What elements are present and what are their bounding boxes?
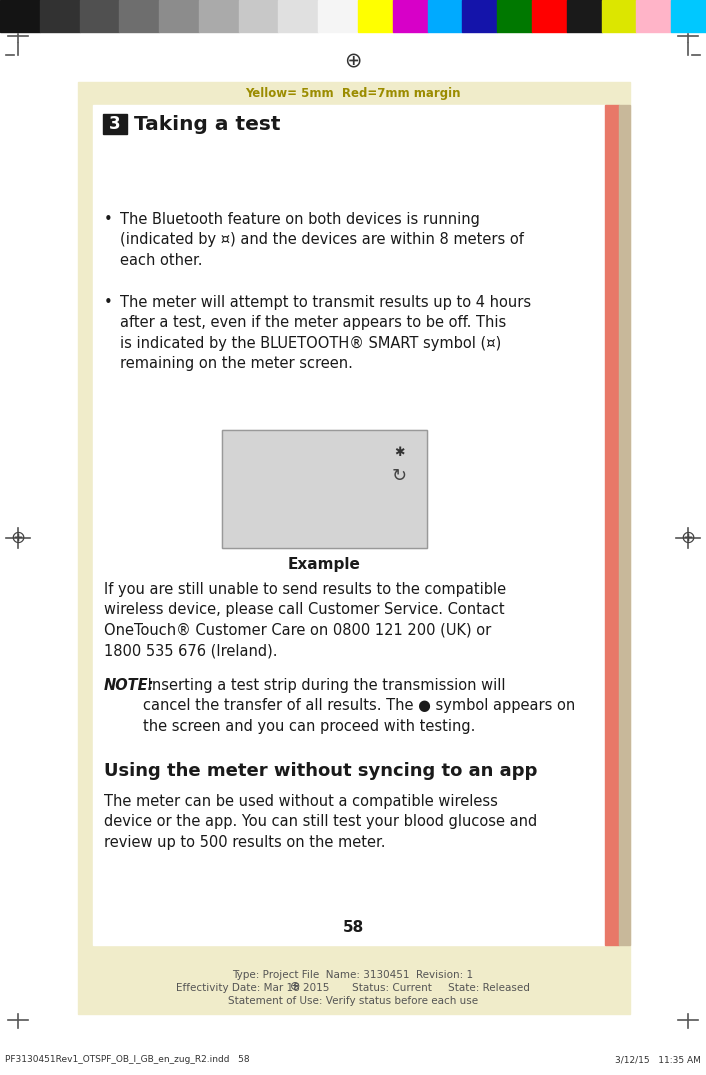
Bar — [462, 0, 497, 32]
Bar — [318, 0, 358, 32]
Text: ↻: ↻ — [391, 467, 407, 485]
Bar — [532, 0, 567, 32]
Bar — [0, 32, 706, 87]
Text: The Bluetooth feature on both devices is running
(indicated by ¤) and the device: The Bluetooth feature on both devices is… — [120, 212, 524, 268]
Text: •: • — [104, 295, 113, 310]
Bar — [119, 0, 159, 32]
Bar — [78, 82, 630, 962]
Text: Effectivity Date: Mar 18 2015       Status: Current     State: Released: Effectivity Date: Mar 18 2015 Status: Cu… — [176, 983, 530, 993]
Text: Using the meter without syncing to an app: Using the meter without syncing to an ap… — [104, 762, 537, 780]
Bar — [78, 962, 630, 1014]
Bar — [222, 430, 427, 548]
Text: ⊕: ⊕ — [11, 529, 25, 547]
Bar — [636, 0, 671, 32]
Bar — [358, 0, 393, 32]
Bar — [80, 0, 119, 32]
Bar — [393, 0, 428, 32]
Text: 58: 58 — [342, 920, 364, 935]
Bar — [0, 0, 40, 32]
Bar — [605, 105, 619, 945]
Bar — [93, 105, 605, 945]
Text: ⊕: ⊕ — [681, 529, 695, 547]
Text: If you are still unable to send results to the compatible
wireless device, pleas: If you are still unable to send results … — [104, 582, 506, 658]
Bar — [103, 114, 127, 134]
Bar — [602, 0, 636, 32]
Text: 3/12/15   11:35 AM: 3/12/15 11:35 AM — [615, 1056, 701, 1064]
Text: Example: Example — [288, 558, 361, 573]
Text: Yellow= 5mm  Red=7mm margin: Yellow= 5mm Red=7mm margin — [245, 87, 461, 100]
Text: ✱: ✱ — [394, 445, 405, 459]
Bar — [222, 430, 427, 548]
Text: PF3130451Rev1_OTSPF_OB_I_GB_en_zug_R2.indd   58: PF3130451Rev1_OTSPF_OB_I_GB_en_zug_R2.in… — [5, 1056, 250, 1064]
Bar — [159, 0, 199, 32]
Bar — [671, 0, 706, 32]
Text: The meter can be used without a compatible wireless
device or the app. You can s: The meter can be used without a compatib… — [104, 794, 537, 850]
Text: ⊕: ⊕ — [345, 51, 361, 70]
Bar — [278, 0, 318, 32]
Text: NOTE:: NOTE: — [104, 678, 155, 693]
Text: Type: Project File  Name: 3130451  Revision: 1: Type: Project File Name: 3130451 Revisio… — [232, 970, 474, 980]
Bar — [567, 0, 602, 32]
Text: ⊕: ⊕ — [289, 979, 300, 992]
Bar — [239, 0, 278, 32]
Bar — [40, 0, 80, 32]
Text: Inserting a test strip during the transmission will
cancel the transfer of all r: Inserting a test strip during the transm… — [143, 678, 575, 734]
Bar — [428, 0, 462, 32]
Bar — [619, 105, 630, 945]
Text: Statement of Use: Verify status before each use: Statement of Use: Verify status before e… — [228, 997, 478, 1006]
Text: 3: 3 — [109, 115, 121, 133]
Text: Taking a test: Taking a test — [134, 115, 280, 133]
Text: The meter will attempt to transmit results up to 4 hours
after a test, even if t: The meter will attempt to transmit resul… — [120, 295, 531, 371]
Bar — [497, 0, 532, 32]
Text: •: • — [104, 212, 113, 227]
Bar — [199, 0, 239, 32]
